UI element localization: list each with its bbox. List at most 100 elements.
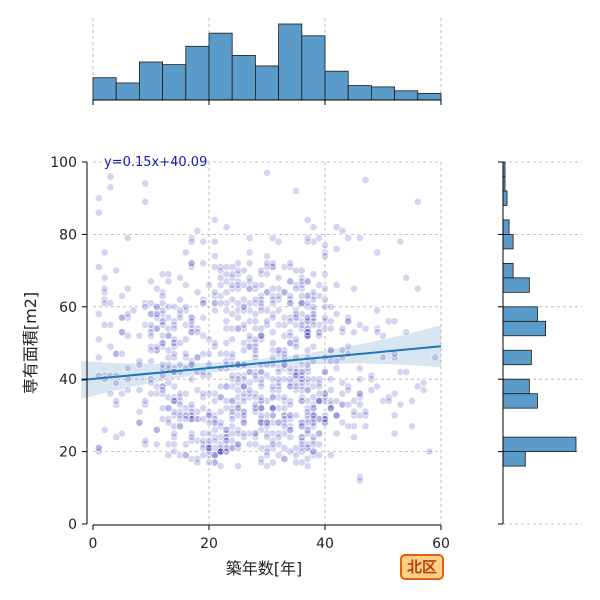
scatter-point bbox=[94, 353, 103, 362]
scatter-point bbox=[344, 386, 353, 394]
scatter-point bbox=[257, 306, 266, 315]
scatter-point bbox=[152, 310, 161, 318]
scatter-point bbox=[257, 382, 266, 391]
scatter-point bbox=[268, 339, 277, 347]
scatter-point bbox=[315, 451, 324, 460]
scatter-point bbox=[147, 378, 155, 387]
scatter-point bbox=[239, 429, 248, 438]
scatter-point bbox=[187, 454, 196, 463]
scatter-point bbox=[234, 440, 242, 449]
scatter-point bbox=[164, 313, 173, 322]
scatter-point bbox=[228, 349, 237, 358]
scatter-point bbox=[112, 397, 121, 405]
scatter-point bbox=[408, 422, 416, 431]
scatter-point bbox=[129, 306, 138, 315]
scatter-point bbox=[321, 397, 329, 405]
scatter-point bbox=[268, 440, 277, 449]
scatter-point bbox=[222, 436, 231, 445]
y-tick-label: 60 bbox=[59, 300, 77, 316]
scatter-point bbox=[263, 462, 271, 470]
scatter-point bbox=[303, 313, 312, 322]
scatter-point bbox=[147, 299, 155, 308]
scatter-point bbox=[303, 277, 312, 286]
x-tick-label: 60 bbox=[432, 536, 450, 552]
y-axis-label: 専有面積[m2] bbox=[21, 292, 40, 394]
scatter-point bbox=[205, 335, 213, 344]
scatter-point bbox=[280, 454, 289, 463]
regression-equation: y=0.15x+40.09 bbox=[104, 155, 207, 170]
scatter-point bbox=[199, 313, 208, 322]
scatter-point bbox=[94, 194, 103, 203]
scatter-point bbox=[123, 386, 132, 394]
scatter-point bbox=[303, 299, 312, 308]
scatter-point bbox=[245, 368, 254, 376]
scatter-point bbox=[141, 397, 150, 405]
scatter-point bbox=[141, 436, 150, 445]
y-histogram-bar bbox=[502, 262, 514, 279]
scatter-point bbox=[164, 440, 173, 449]
scatter-point bbox=[355, 320, 364, 329]
y-histogram-bar bbox=[502, 393, 538, 409]
scatter-point bbox=[158, 404, 167, 413]
scatter-point bbox=[228, 270, 237, 279]
scatter-point bbox=[303, 386, 312, 394]
scatter-point bbox=[170, 429, 179, 438]
scatter-point bbox=[332, 244, 341, 253]
scatter-point bbox=[355, 389, 364, 398]
scatter-point bbox=[199, 349, 208, 358]
scatter-point bbox=[251, 346, 260, 355]
scatter-point bbox=[309, 320, 318, 329]
scatter-point bbox=[118, 389, 126, 398]
scatter-point bbox=[239, 346, 248, 355]
scatter-point bbox=[373, 328, 382, 337]
scatter-point bbox=[187, 360, 196, 369]
scatter-point bbox=[228, 335, 237, 344]
scatter-point bbox=[268, 346, 277, 355]
scatter-point bbox=[309, 411, 318, 420]
scatter-point bbox=[94, 263, 103, 271]
scatter-point bbox=[257, 331, 266, 340]
scatter-point bbox=[176, 339, 184, 347]
scatter-point bbox=[158, 386, 167, 394]
scatter-point bbox=[239, 411, 248, 420]
scatter-point bbox=[315, 429, 324, 438]
scatter-point bbox=[222, 270, 231, 279]
scatter-point bbox=[361, 324, 370, 333]
scatter-point bbox=[292, 187, 300, 195]
scatter-point bbox=[245, 248, 254, 257]
scatter-point bbox=[158, 306, 167, 315]
scatter-point bbox=[187, 328, 196, 337]
scatter-point bbox=[176, 422, 184, 431]
scatter-point bbox=[251, 429, 260, 438]
scatter-point bbox=[100, 284, 109, 293]
scatter-point bbox=[257, 458, 266, 467]
scatter-point bbox=[402, 328, 411, 337]
scatter-point bbox=[100, 273, 109, 282]
scatter-point bbox=[315, 331, 324, 340]
scatter-point bbox=[193, 458, 202, 467]
scatter-point bbox=[280, 375, 289, 384]
scatter-point bbox=[332, 364, 341, 373]
scatter-point bbox=[321, 415, 329, 423]
scatter-point bbox=[118, 349, 126, 358]
district-badge: 北区 bbox=[400, 554, 444, 580]
scatter-point bbox=[222, 339, 231, 347]
scatter-point bbox=[280, 393, 289, 402]
scatter-point bbox=[245, 259, 254, 268]
scatter-point bbox=[187, 259, 196, 268]
scatter-point bbox=[199, 371, 208, 380]
scatter-point bbox=[176, 273, 184, 282]
scatter-point bbox=[199, 415, 208, 423]
scatter-point bbox=[344, 400, 353, 409]
scatter-point bbox=[239, 295, 248, 304]
scatter-point bbox=[210, 216, 219, 224]
scatter-point bbox=[350, 284, 358, 293]
scatter-point bbox=[344, 342, 353, 351]
scatter-point bbox=[234, 375, 242, 384]
scatter-point bbox=[199, 299, 208, 308]
scatter-point bbox=[321, 313, 329, 322]
scatter-point bbox=[350, 407, 358, 416]
scatter-point bbox=[297, 310, 306, 318]
scatter-point bbox=[367, 386, 376, 394]
